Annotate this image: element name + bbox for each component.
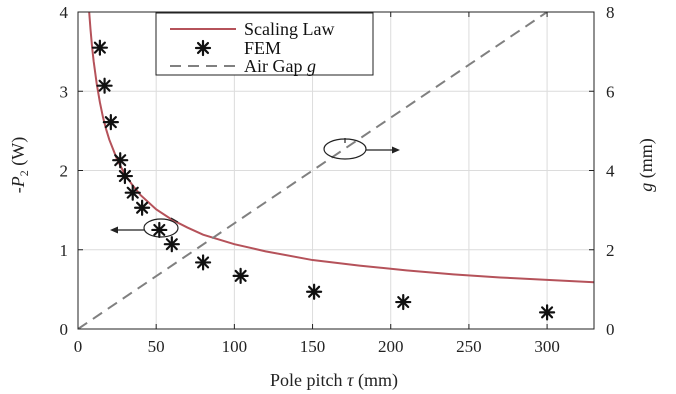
fem-marker-stroke [104, 116, 117, 129]
fem-marker-stroke [118, 169, 131, 183]
fem-point [151, 221, 168, 239]
fem-marker-stroke [397, 296, 410, 309]
annotation-stem-left [170, 217, 179, 223]
fem-marker-stroke [165, 238, 178, 251]
x-tick-label: 50 [148, 337, 165, 356]
legend-label: Air Gap g [244, 56, 316, 76]
fem-marker-stroke [234, 269, 247, 282]
y-left-tick-label: 0 [60, 320, 69, 339]
x-axis-label: Pole pitch τ (mm) [270, 370, 398, 391]
fem-marker-stroke [136, 201, 149, 214]
fem-point [116, 167, 134, 185]
annotation-ellipse-left [143, 218, 179, 238]
y-left-tick-label: 1 [60, 241, 69, 260]
x-tick-label: 100 [222, 337, 248, 356]
fem-marker-stroke [308, 285, 321, 298]
legend-label-text: Air Gap [244, 56, 307, 76]
fem-point [194, 254, 212, 271]
y-right-tick-label: 0 [606, 320, 615, 339]
annotation-arrowhead-left [110, 226, 118, 234]
scaling-law-line [88, 12, 594, 284]
air-gap-line [78, 12, 548, 329]
y-right-tick-label: 4 [606, 162, 615, 181]
fem-marker-stroke [126, 186, 139, 199]
y-axis-right-label: g (mm) [636, 138, 657, 192]
fem-marker-stroke [541, 306, 554, 319]
x-tick-label: 250 [456, 337, 482, 356]
axes: 0 50 100 150 200 250 300 0 1 2 3 4 0 2 4 6 8 [60, 3, 616, 356]
fem-marker-stroke [98, 79, 111, 92]
fem-point [232, 267, 249, 285]
legend-label-text: FEM [244, 38, 281, 58]
fem-point [124, 184, 141, 201]
legend-label: FEM [244, 38, 281, 58]
y-right-tick-label: 6 [606, 82, 615, 101]
y-right-tick-label: 8 [606, 3, 615, 22]
legend-swatch-fem [194, 39, 212, 57]
fem-marker-stroke [114, 154, 127, 167]
legend-label-symbol: g [307, 56, 316, 76]
fem-point [91, 39, 108, 56]
y-left-tick-label: 3 [60, 82, 69, 101]
annotation-arrowhead-right [392, 146, 400, 154]
fem-point [395, 293, 412, 311]
fem-point [96, 77, 113, 94]
y-left-tick-label: 4 [60, 3, 69, 22]
fem-marker-stroke [197, 256, 210, 269]
x-tick-label: 0 [74, 337, 83, 356]
y-axis-left-label: -P2 (W) [8, 137, 31, 193]
annotations [110, 138, 400, 238]
fem-marker-stroke [153, 223, 166, 236]
fem-marker-stroke [93, 41, 106, 54]
x-tick-label: 150 [300, 337, 326, 356]
fem-point [538, 304, 556, 321]
legend-label: Scaling Law [244, 19, 334, 39]
y-left-tick-label: 2 [60, 162, 69, 181]
fem-marker-stroke [196, 41, 210, 55]
fem-point [134, 199, 151, 216]
legend-label-text: Scaling Law [244, 19, 334, 39]
legend-box [155, 12, 374, 76]
fem-point [112, 152, 129, 169]
fem-point [163, 236, 180, 253]
fem-point [306, 283, 323, 300]
series-layer [78, 12, 594, 329]
fem-point [102, 114, 119, 131]
x-tick-label: 200 [378, 337, 404, 356]
y-right-tick-label: 2 [606, 241, 615, 260]
x-tick-label: 300 [534, 337, 560, 356]
